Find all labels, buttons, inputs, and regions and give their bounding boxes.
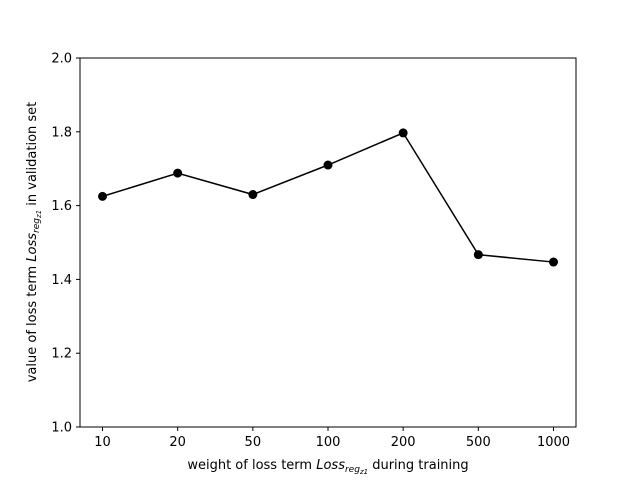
- x-tick-label: 1000: [537, 435, 570, 450]
- y-axis-label: value of loss term Lossregz1 in validati…: [25, 102, 43, 383]
- data-point: [323, 160, 333, 170]
- data-point: [473, 250, 483, 260]
- x-tick-label: 200: [391, 435, 416, 450]
- y-tick-label: 2.0: [51, 52, 72, 67]
- y-tick-label: 1.4: [51, 273, 72, 288]
- data-point: [549, 257, 558, 267]
- plot-area: [79, 57, 577, 428]
- y-tick-label: 1.2: [51, 347, 72, 362]
- data-point: [98, 191, 107, 201]
- x-tick-label: 20: [169, 435, 186, 450]
- x-tick-label: 500: [466, 435, 491, 450]
- data-point: [398, 128, 408, 138]
- y-tick-label: 1.8: [51, 125, 72, 140]
- x-tick-label: 10: [94, 435, 111, 450]
- y-axis-ticks: 1.0 1.2 1.4 1.6 1.8 2.0: [51, 52, 80, 436]
- x-tick-label: 50: [245, 435, 262, 450]
- x-axis-label: weight of loss term Lossregz1 during tra…: [187, 458, 468, 476]
- y-tick-label: 1.6: [51, 199, 72, 214]
- data-point: [173, 168, 183, 178]
- x-tick-label: 100: [316, 435, 341, 450]
- y-tick-label: 1.0: [51, 421, 72, 436]
- x-axis-ticks: 10 20 50 100 200 500 1000: [94, 427, 570, 450]
- data-points: [98, 128, 558, 267]
- data-point: [248, 190, 258, 200]
